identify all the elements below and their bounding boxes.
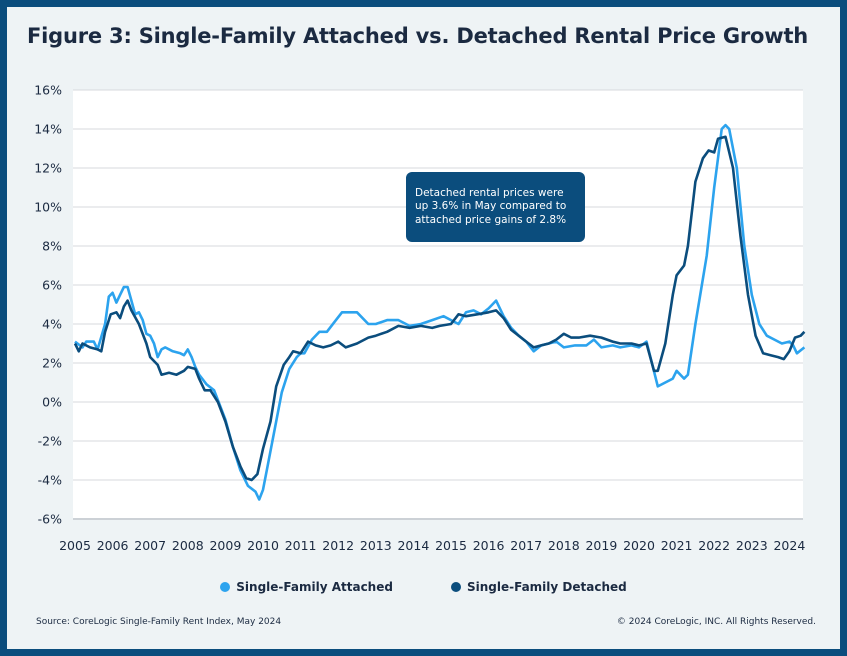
x-tick-label: 2014: [397, 538, 429, 553]
y-tick-label: 0%: [42, 395, 62, 410]
y-tick-label: 2%: [42, 356, 62, 371]
y-tick-label: -2%: [38, 434, 62, 449]
x-tick-label: 2021: [661, 538, 693, 553]
x-tick-label: 2013: [360, 538, 392, 553]
y-tick-label: 6%: [42, 278, 62, 293]
y-tick-label: -6%: [38, 512, 62, 527]
annotation-box: Detached rental prices were up 3.6% in M…: [406, 172, 585, 242]
x-tick-label: 2020: [623, 538, 655, 553]
x-tick-label: 2010: [247, 538, 279, 553]
series-line-detached: [73, 135, 806, 482]
legend: Single-Family Attached Single-Family Det…: [0, 580, 847, 594]
x-tick-label: 2024: [773, 538, 805, 553]
copyright-note: © 2024 CoreLogic, INC. All Rights Reserv…: [616, 617, 816, 627]
x-tick-label: 2022: [698, 538, 730, 553]
x-tick-label: 2018: [548, 538, 580, 553]
x-tick-label: 2012: [322, 538, 354, 553]
y-tick-label: 16%: [34, 83, 62, 98]
y-tick-label: 14%: [34, 122, 62, 137]
x-tick-label: 2005: [59, 538, 91, 553]
plot-area: [73, 90, 803, 520]
x-tick-label: 2009: [209, 538, 241, 553]
y-tick-label: -4%: [38, 473, 62, 488]
legend-item-detached: Single-Family Detached: [450, 580, 627, 594]
y-tick-label: 10%: [34, 200, 62, 215]
y-tick-label: 12%: [34, 161, 62, 176]
x-tick-label: 2015: [435, 538, 467, 553]
x-tick-label: 2006: [97, 538, 129, 553]
x-tick-label: 2017: [510, 538, 542, 553]
x-tick-label: 2016: [473, 538, 505, 553]
x-tick-label: 2008: [172, 538, 204, 553]
y-tick-label: 4%: [42, 317, 62, 332]
y-tick-label: 8%: [42, 239, 62, 254]
source-note: Source: CoreLogic Single-Family Rent Ind…: [36, 617, 282, 627]
x-tick-label: 2011: [285, 538, 317, 553]
legend-label-attached: Single-Family Attached: [236, 580, 393, 594]
legend-dot-attached: [220, 582, 231, 592]
x-tick-label: 2007: [134, 538, 166, 553]
legend-item-attached: Single-Family Attached: [220, 580, 393, 594]
legend-label-detached: Single-Family Detached: [466, 580, 627, 594]
x-tick-label: 2023: [736, 538, 768, 553]
series-line-attached: [74, 123, 806, 501]
chart-title: Figure 3: Single-Family Attached vs. Det…: [27, 24, 809, 48]
legend-dot-detached: [450, 582, 461, 592]
x-tick-label: 2019: [585, 538, 617, 553]
